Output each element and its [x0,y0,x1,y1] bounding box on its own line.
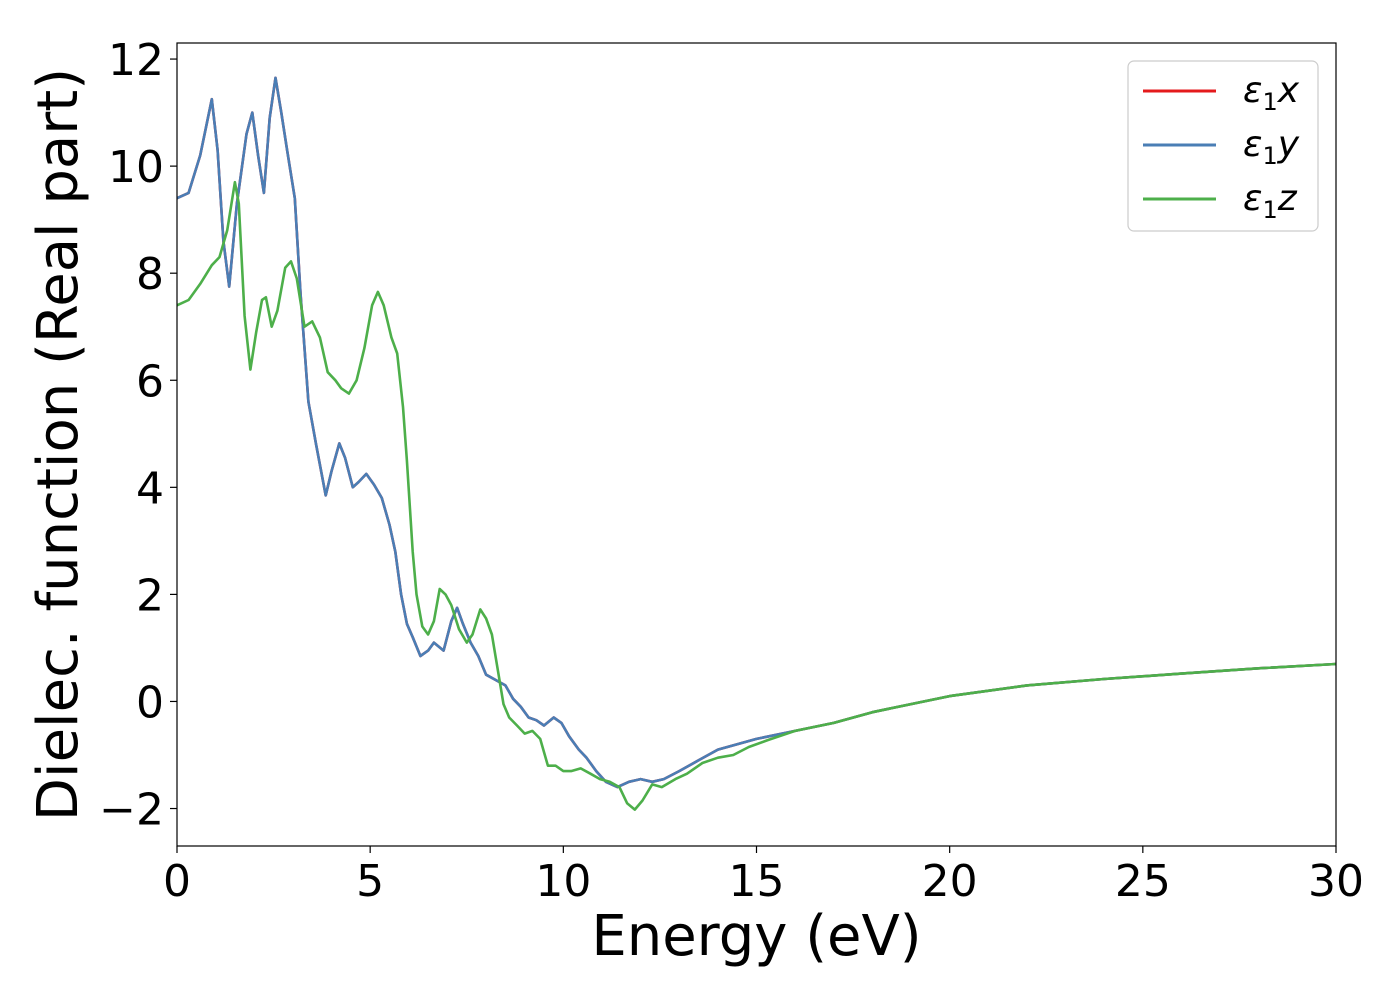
x-tick-label: 10 [535,856,591,907]
legend-box [1127,60,1319,232]
y-tick-label: 6 [136,356,164,407]
x-tick-label: 15 [729,856,785,907]
plot-frame [176,42,1337,847]
tick-marks [170,58,1337,853]
legend: ε1x ε1y ε1z [1127,60,1319,232]
y-tick-label: 4 [136,463,164,514]
x-tick-label: 5 [356,856,384,907]
y-tick-label: 8 [136,249,164,300]
x-tick-label: 25 [1115,856,1171,907]
y-tick-label: 2 [136,570,164,621]
legend-label-x: ε1x [1243,70,1300,116]
legend-entry-x: ε1x [1143,70,1300,116]
legend-entry-z: ε1z [1143,178,1298,224]
y-tick-label: 12 [108,35,164,86]
legend-label-z: ε1z [1243,178,1298,224]
y-tick-label: 10 [108,142,164,193]
x-tick-label: 30 [1308,856,1364,907]
y-tick-label: 0 [136,677,164,728]
legend-entry-y: ε1y [1143,124,1300,170]
x-tick-label: 20 [922,856,978,907]
plot-lines [177,76,1336,811]
tick-labels: 0 5 10 15 20 25 30 −2 0 2 4 6 8 10 12 [99,35,1364,907]
series-line-epsilon1-z [177,180,1336,811]
x-tick-label: 0 [163,856,191,907]
y-tick-label: −2 [99,785,164,836]
x-axis-title: Energy (eV) [591,904,921,969]
y-axis-title: Dielec. function (Real part) [26,68,91,821]
legend-label-y: ε1y [1243,124,1300,170]
